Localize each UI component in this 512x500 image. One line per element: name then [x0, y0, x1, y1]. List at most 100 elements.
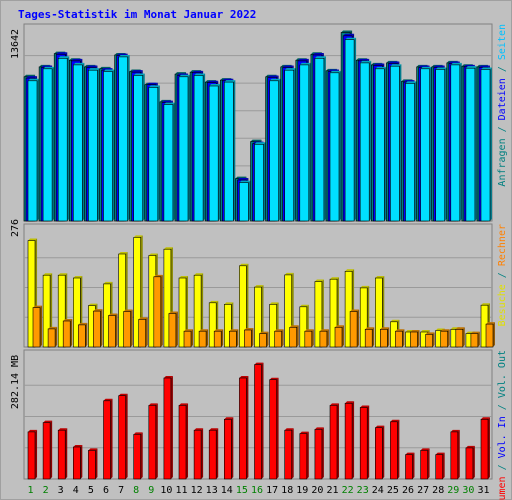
- bar-top: [480, 67, 492, 70]
- bar-face: [284, 274, 293, 348]
- bar-face: [78, 324, 86, 348]
- bar-face: [178, 277, 187, 348]
- bar-top: [192, 70, 204, 73]
- bar-side: [52, 66, 55, 221]
- y-tick-label-visits: 276: [10, 219, 21, 237]
- bar-face: [103, 400, 111, 480]
- x-tick-label-day-9: 9: [148, 485, 154, 496]
- legend-entry: Anfragen: [497, 138, 508, 186]
- bar-side: [110, 398, 113, 479]
- x-tick-label-day-17: 17: [266, 485, 278, 496]
- bar-rechner-day-3: [62, 318, 73, 348]
- bar-seiten-day-9: [148, 85, 160, 222]
- bar-face: [465, 447, 474, 480]
- bar-top: [345, 401, 355, 404]
- bar-face: [465, 67, 476, 222]
- bar-side: [352, 401, 355, 479]
- bar-face: [254, 286, 262, 348]
- bar-side: [367, 405, 370, 479]
- bar-face: [390, 421, 398, 480]
- bar-top: [312, 52, 324, 55]
- x-tick-label-day-22: 22: [342, 485, 354, 496]
- bar-rechner-day-4: [78, 322, 88, 348]
- bar-besuche-day-15: [239, 263, 249, 348]
- bar-top: [259, 331, 269, 334]
- bar-face: [470, 333, 479, 348]
- bar-rechner-day-26: [410, 330, 420, 348]
- bar-face: [108, 315, 116, 348]
- bar-top: [388, 61, 400, 64]
- bar-face: [254, 144, 264, 222]
- bar-rechner-day-10: [168, 311, 178, 348]
- bar-face: [344, 270, 353, 348]
- legend-hits: Anfragen / Dateien / Seiten: [497, 24, 508, 187]
- bar-side: [384, 66, 387, 221]
- bar-volumen-day-10: [163, 376, 173, 480]
- bar-side: [188, 74, 191, 221]
- bar-top: [297, 58, 309, 61]
- bar-volumen-day-23: [359, 405, 370, 480]
- bar-face: [420, 450, 428, 480]
- bar-face: [47, 328, 56, 348]
- bar-face: [208, 85, 219, 222]
- bar-top: [73, 62, 85, 65]
- bar-top: [214, 329, 224, 332]
- bar-face: [269, 379, 277, 480]
- bar-top: [58, 428, 68, 431]
- bar-side: [206, 329, 209, 347]
- bar-face: [163, 248, 172, 348]
- bar-top: [58, 56, 70, 59]
- bar-top: [133, 432, 143, 435]
- x-tick-label-day-5: 5: [88, 485, 94, 496]
- bar-top: [244, 328, 254, 331]
- bar-volumen-day-19: [299, 431, 309, 480]
- bar-top: [88, 303, 98, 306]
- bar-face: [229, 330, 237, 348]
- bar-top: [146, 82, 158, 85]
- bar-top: [168, 311, 178, 314]
- bar-face: [239, 182, 249, 222]
- bar-face: [103, 71, 113, 222]
- bar-top: [184, 329, 194, 332]
- bar-rechner-day-29: [455, 327, 465, 348]
- bar-side: [142, 73, 145, 222]
- bar-top: [304, 329, 314, 332]
- bar-volumen-day-2: [42, 420, 53, 480]
- bar-top: [284, 68, 296, 71]
- bar-top: [163, 247, 173, 250]
- bar-top: [329, 403, 339, 406]
- bar-top: [433, 65, 445, 68]
- legend-separator: /: [497, 60, 508, 78]
- bar-rechner-day-6: [108, 313, 118, 348]
- bar-side: [459, 62, 462, 221]
- bar-volumen-day-5: [88, 448, 98, 480]
- bar-side: [125, 393, 128, 479]
- bar-face: [435, 69, 446, 222]
- bar-volumen-day-14: [224, 417, 234, 480]
- bar-rechner-day-28: [440, 329, 450, 348]
- x-tick-label-day-24: 24: [372, 485, 384, 496]
- bar-seiten-day-5: [88, 68, 100, 222]
- bar-side: [372, 327, 375, 347]
- bar-top: [478, 65, 490, 68]
- bar-face: [319, 330, 328, 348]
- bar-top: [329, 70, 341, 73]
- bar-top: [267, 75, 279, 78]
- bar-side: [492, 322, 495, 347]
- bar-seiten-day-15: [239, 180, 251, 222]
- bar-top: [28, 78, 40, 81]
- bar-rechner-day-27: [425, 332, 435, 348]
- bar-face: [259, 333, 267, 348]
- bar-rechner-day-2: [47, 326, 58, 348]
- bar-top: [440, 329, 450, 332]
- bar-top: [390, 319, 400, 322]
- bar-top: [239, 376, 249, 379]
- bar-face: [73, 446, 81, 480]
- legend-visits: Besuche / Rechner: [497, 224, 508, 326]
- x-tick-label-day-13: 13: [206, 485, 218, 496]
- bar-face: [455, 328, 464, 348]
- bar-seiten-day-2: [42, 66, 55, 222]
- bar-side: [336, 403, 339, 479]
- bar-top: [56, 52, 68, 55]
- bar-top: [194, 428, 204, 431]
